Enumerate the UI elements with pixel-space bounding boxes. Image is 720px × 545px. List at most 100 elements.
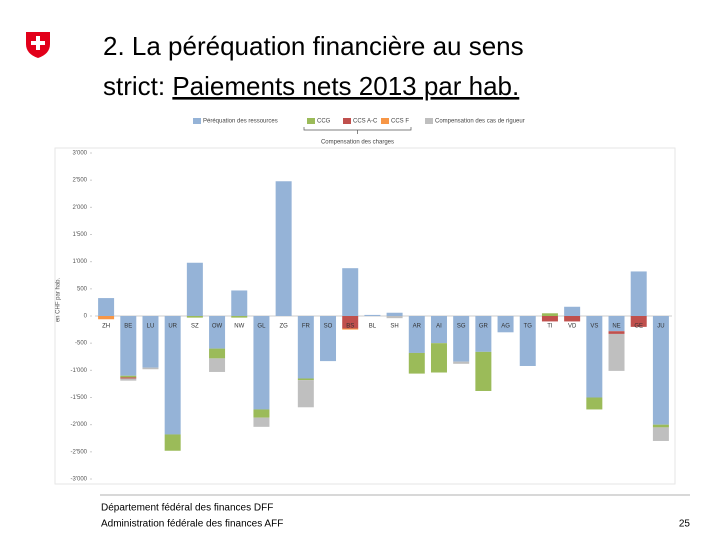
title-line1: 2. La péréquation financière au sens xyxy=(103,31,524,61)
bar-segment xyxy=(364,314,381,316)
legend-swatch xyxy=(425,118,433,124)
bar-segment xyxy=(275,181,292,316)
legend-label: CCS F xyxy=(391,119,409,125)
y-tick-label: -1'000 xyxy=(71,368,88,374)
x-tick-label: BL xyxy=(369,324,377,330)
bar-segment xyxy=(320,316,337,362)
x-tick-label: OW xyxy=(212,324,223,330)
bar-segment xyxy=(209,316,226,349)
title-underlined: Paiements nets 2013 par hab. xyxy=(172,71,519,101)
x-tick-label: LU xyxy=(147,324,155,330)
swiss-cross xyxy=(31,36,45,50)
x-tick-label: SG xyxy=(457,324,466,330)
x-tick-label: TI xyxy=(547,324,553,330)
legend-swatch xyxy=(381,118,389,124)
y-tick-label: -1'500 xyxy=(71,395,88,401)
plot-frame xyxy=(54,147,676,485)
bar-segment xyxy=(453,316,470,362)
bar-segment xyxy=(142,367,159,370)
x-tick-label: GR xyxy=(479,324,489,330)
bar-segment xyxy=(164,316,181,435)
x-tick-label: AI xyxy=(436,324,442,330)
bar-segment xyxy=(564,316,581,322)
bar-segment xyxy=(342,328,359,330)
bar-segment xyxy=(453,361,470,364)
title-line2: strict: Paiements nets 2013 par hab. xyxy=(103,71,519,101)
bar-segment xyxy=(297,378,314,381)
bar-segment xyxy=(209,358,226,372)
bar-segment xyxy=(209,348,226,359)
bracket-label: Compensation des charges xyxy=(321,140,394,146)
x-tick-label: VS xyxy=(590,324,598,330)
bar-segment xyxy=(231,290,248,316)
x-tick-label: UR xyxy=(168,324,177,330)
y-tick-label: -2'000 xyxy=(71,422,88,428)
legend-label: Compensation des cas de rigueur xyxy=(435,119,525,125)
footer-dept: Département fédéral des finances DFF xyxy=(101,503,273,514)
x-tick-label: SH xyxy=(390,324,398,330)
y-tick-label: -3'000 xyxy=(71,477,88,483)
y-tick-label: 500 xyxy=(77,286,88,292)
x-tick-label: NW xyxy=(234,324,244,330)
x-tick-label: FR xyxy=(302,324,311,330)
x-tick-label: AG xyxy=(501,324,510,330)
bar-segment xyxy=(186,316,203,318)
x-tick-label: GE xyxy=(634,324,643,330)
bar-segment xyxy=(564,306,581,316)
bar-segment xyxy=(652,427,669,441)
bar-segment xyxy=(186,262,203,316)
bar-segment xyxy=(342,268,359,316)
bar-segment xyxy=(608,316,625,332)
bar-segment xyxy=(164,434,181,451)
x-tick-label: VD xyxy=(568,324,577,330)
bar-segment xyxy=(253,409,270,418)
bar-segment xyxy=(652,316,669,425)
x-tick-label: ZG xyxy=(279,324,288,330)
bar-segment xyxy=(608,333,625,371)
y-tick-label: 2'500 xyxy=(73,178,88,184)
legend-label: CCG xyxy=(317,119,331,125)
bar-segment xyxy=(541,316,558,322)
bar-segment xyxy=(98,316,115,320)
bar-segment xyxy=(630,316,647,327)
x-tick-label: BS xyxy=(346,324,354,330)
x-tick-label: ZH xyxy=(102,324,110,330)
bar-segment xyxy=(98,298,115,316)
y-tick-label: 1'500 xyxy=(73,232,88,238)
x-tick-label: SO xyxy=(324,324,333,330)
bar-segment xyxy=(297,316,314,379)
legend-swatch xyxy=(307,118,315,124)
bar-segment xyxy=(142,316,159,368)
bar-segment xyxy=(408,352,425,374)
footer-admin: Administration fédérale des finances AFF xyxy=(101,519,283,530)
x-tick-label: BE xyxy=(124,324,132,330)
bar-segment xyxy=(430,343,447,373)
x-tick-label: SZ xyxy=(191,324,199,330)
x-tick-label: GL xyxy=(257,324,266,330)
bar-segment xyxy=(120,316,137,376)
bar-segment xyxy=(630,271,647,316)
bar-segment xyxy=(475,316,492,352)
bar-segment xyxy=(497,316,514,333)
x-tick-label: AR xyxy=(413,324,422,330)
bar-segment xyxy=(253,417,270,427)
page-number: 25 xyxy=(679,519,691,530)
bar-segment xyxy=(430,316,447,344)
y-tick-label: 0 xyxy=(84,314,88,320)
bar-segment xyxy=(541,313,558,316)
bar-segment xyxy=(586,397,603,410)
title-part: strict: xyxy=(103,71,172,101)
y-axis-label: en CHF par hab. xyxy=(56,277,62,322)
legend-label: CCS A-C xyxy=(353,119,378,125)
y-tick-label: -500 xyxy=(75,341,88,347)
bar-segment xyxy=(519,316,536,366)
bar-segment xyxy=(475,351,492,391)
x-tick-label: NE xyxy=(612,324,620,330)
bar-segment xyxy=(408,316,425,353)
y-tick-label: 2'000 xyxy=(73,205,88,211)
x-tick-label: TG xyxy=(524,324,533,330)
bar-segment xyxy=(342,316,359,329)
bar-segment xyxy=(652,424,669,428)
x-tick-label: JU xyxy=(657,324,664,330)
bar-segment xyxy=(231,316,248,318)
